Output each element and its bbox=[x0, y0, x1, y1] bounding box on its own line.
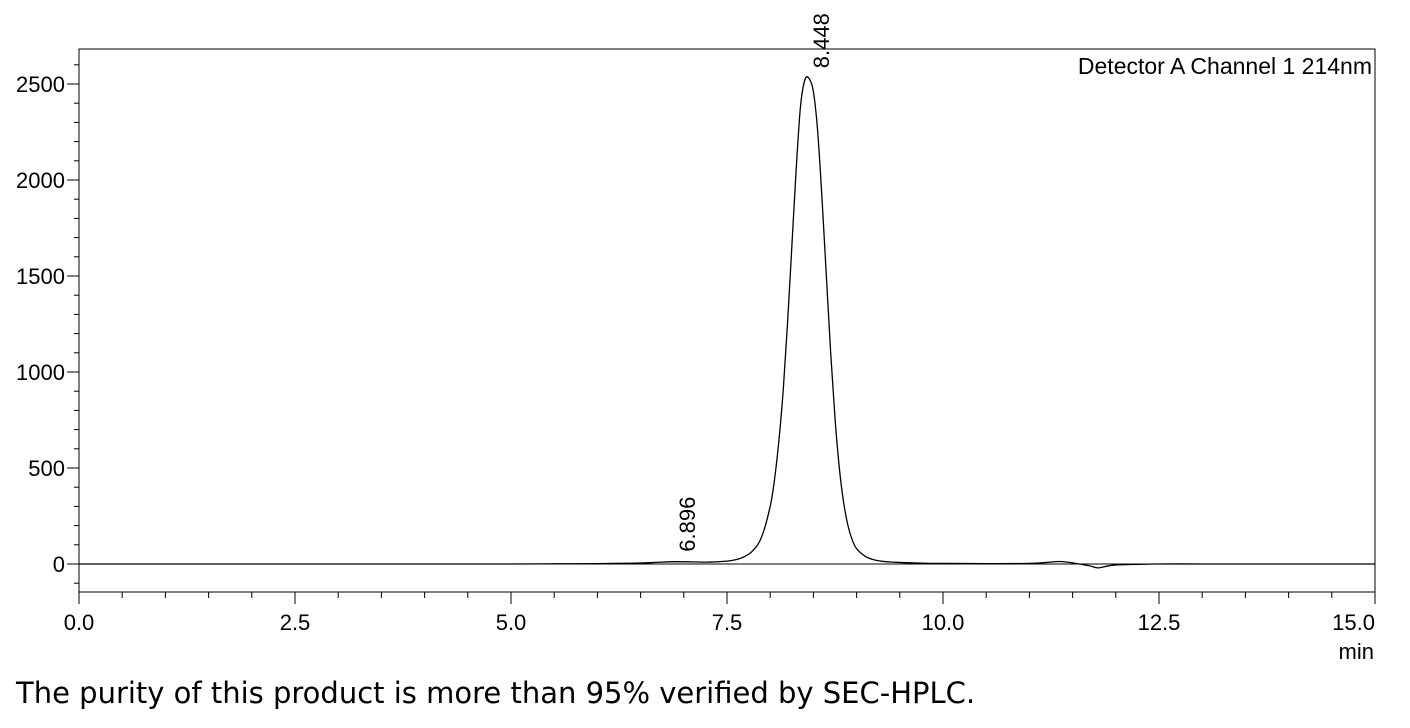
y-tick-label: 500 bbox=[28, 456, 65, 481]
chromatogram-trace bbox=[78, 76, 1375, 569]
purity-caption: The purity of this product is more than … bbox=[16, 676, 976, 710]
peak-label: 8.448 bbox=[809, 13, 834, 68]
x-axis: 0.0 2.5 5.0 7.5 10.0 12.5 15.0 bbox=[64, 592, 1376, 635]
peak-label: 6.896 bbox=[675, 497, 700, 552]
chromatogram-chart: 0 500 1000 1500 2000 2500 0.0 2.5 5.0 7.5 10.0 12.… bbox=[16, 13, 1376, 664]
plot-area-frame bbox=[78, 48, 1376, 593]
y-tick-label: 2500 bbox=[16, 72, 65, 97]
y-tick-label: 0 bbox=[53, 552, 65, 577]
x-tick-label: 10.0 bbox=[922, 610, 965, 635]
y-tick-label: 2000 bbox=[16, 168, 65, 193]
x-tick-label: 2.5 bbox=[280, 610, 311, 635]
x-tick-label: 5.0 bbox=[496, 610, 527, 635]
x-tick-label: 15.0 bbox=[1332, 610, 1375, 635]
y-tick-label: 1500 bbox=[16, 264, 65, 289]
x-tick-label: 7.5 bbox=[712, 610, 743, 635]
x-tick-label: 12.5 bbox=[1138, 610, 1181, 635]
y-axis: 0 500 1000 1500 2000 2500 bbox=[16, 64, 79, 584]
y-tick-label: 1000 bbox=[16, 360, 65, 385]
x-axis-unit-label: min bbox=[1339, 639, 1374, 664]
x-tick-label: 0.0 bbox=[64, 610, 95, 635]
peak-labels: 6.896 8.448 bbox=[675, 13, 834, 552]
detector-legend: Detector A Channel 1 214nm bbox=[1078, 53, 1372, 79]
